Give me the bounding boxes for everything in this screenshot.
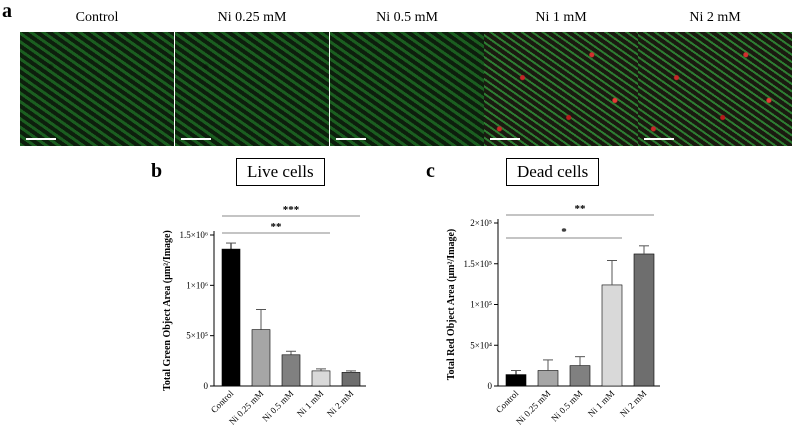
scale-bar — [644, 138, 674, 140]
image-label-ni-1: Ni 1 mM — [535, 10, 587, 25]
significance-label: ** — [271, 221, 283, 233]
dead-cells-chart: 0 5×10⁴ 1×10⁵ 1.5×10⁵ 2×10⁵ Total Red Object … — [446, 203, 660, 427]
image-label-control: Control — [75, 10, 119, 25]
significance-label: * — [561, 226, 567, 238]
bar — [537, 370, 559, 387]
chart-title-live: Live cells — [236, 158, 325, 186]
y-tick-label: 2×10⁵ — [470, 218, 492, 228]
x-tick-label: Ni 0.5 mM — [260, 388, 295, 423]
significance-label: ** — [575, 203, 587, 215]
bar — [601, 284, 623, 387]
chart-title-dead: Dead cells — [506, 158, 600, 186]
y-tick-label: 1×10⁶ — [186, 280, 208, 290]
micrograph-control — [20, 32, 174, 146]
y-tick-label: 5×10⁵ — [186, 331, 208, 341]
x-tick-label: Ni 1 mM — [586, 388, 616, 418]
scale-bar — [336, 138, 366, 140]
y-tick-label: 1.5×10⁵ — [464, 259, 492, 269]
bar — [221, 248, 241, 387]
micrograph-ni-025 — [175, 32, 329, 146]
y-axis-label: Total Green Object Area (μm²/Image) — [162, 230, 173, 391]
scale-bar — [26, 138, 56, 140]
live-cells-chart: 0 5×10⁵ 1×10⁶ 1.5×10⁶ Total Green Object Are… — [162, 204, 366, 427]
y-tick-label: 0 — [488, 381, 493, 391]
panel-label-a: a — [2, 0, 12, 22]
bar — [569, 365, 591, 387]
x-tick-label: Ni 0.25 mM — [514, 388, 552, 426]
y-tick-label: 1.5×10⁶ — [180, 230, 208, 240]
panel-label-b: b — [151, 160, 163, 182]
panel-label-c: c — [426, 160, 435, 182]
scale-bar — [181, 138, 211, 140]
y-tick-label: 0 — [204, 381, 209, 391]
x-tick-label: Control — [494, 388, 521, 415]
x-tick-label: Ni 0.5 mM — [549, 388, 584, 423]
bar — [505, 374, 527, 387]
y-tick-label: 5×10⁴ — [470, 340, 492, 350]
image-label-ni-025: Ni 0.25 mM — [217, 10, 287, 25]
image-label-ni-05: Ni 0.5 mM — [376, 10, 438, 25]
scale-bar — [490, 138, 520, 140]
x-tick-label: Ni 2 mM — [618, 388, 648, 418]
bar — [311, 370, 331, 387]
bar — [341, 372, 361, 387]
micrograph-ni-1 — [484, 32, 638, 146]
bar — [281, 354, 301, 387]
y-axis-label: Total Red Object Area (μm²/Image) — [446, 229, 457, 380]
x-tick-label: Ni 1 mM — [295, 388, 325, 418]
x-tick-label: Ni 2 mM — [325, 388, 355, 418]
bar — [633, 253, 655, 387]
x-tick-label: Control — [209, 388, 236, 415]
micrograph-ni-05 — [330, 32, 484, 146]
significance-label: *** — [283, 204, 300, 216]
y-tick-label: 1×10⁵ — [470, 300, 492, 310]
image-label-ni-2: Ni 2 mM — [689, 10, 741, 25]
micrograph-ni-2 — [638, 32, 792, 146]
bar — [251, 329, 271, 387]
